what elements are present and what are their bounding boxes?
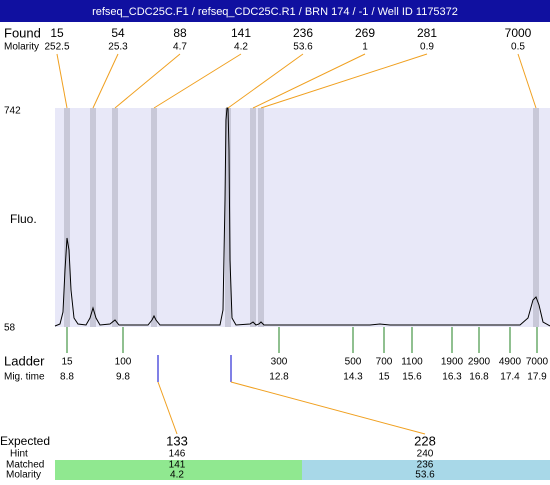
- peak-band: [225, 108, 231, 327]
- matched-value: 141: [169, 460, 186, 471]
- found-value: 54: [111, 26, 125, 40]
- mig-time: 15: [378, 372, 390, 383]
- found-connector: [153, 53, 242, 109]
- header-title: refseq_CDC25C.F1 / refseq_CDC25C.R1 / BR…: [92, 6, 458, 18]
- found-connector: [227, 53, 304, 109]
- y-label: Fluo.: [10, 212, 37, 226]
- ladder-size: 4900: [499, 357, 522, 368]
- found-connector: [114, 53, 181, 109]
- ladder-size: 2900: [468, 357, 491, 368]
- found-value: 269: [355, 26, 375, 40]
- ladder-label: Ladder: [4, 353, 45, 368]
- mig-time: 12.8: [269, 372, 289, 383]
- peak-band: [90, 108, 96, 327]
- peak-band: [258, 108, 264, 327]
- peak-band: [250, 108, 256, 327]
- found-value: 281: [417, 26, 437, 40]
- mig-time: 9.8: [116, 372, 130, 383]
- found-value: 88: [173, 26, 187, 40]
- expected-connector: [157, 381, 178, 435]
- molarity-value: 1: [362, 42, 368, 53]
- mig-time: 17.9: [527, 372, 547, 383]
- ladder-size: 1900: [441, 357, 464, 368]
- exp-molarity-value: 4.2: [170, 470, 184, 480]
- peak-band: [533, 108, 539, 327]
- exp-molarity-value: 53.6: [415, 470, 435, 480]
- ladder-size: 1100: [401, 357, 423, 368]
- found-connector: [56, 53, 68, 109]
- found-value: 141: [231, 26, 251, 40]
- ladder-size: 700: [376, 357, 393, 368]
- plot-area: [55, 108, 550, 327]
- mig-time: 16.8: [469, 372, 489, 383]
- hint-value: 146: [169, 449, 186, 460]
- mig-time: 17.4: [500, 372, 520, 383]
- molarity-value: 25.3: [108, 42, 128, 53]
- found-value: 15: [50, 26, 64, 40]
- mig-time: 15.6: [402, 372, 422, 383]
- found-connector: [92, 53, 119, 109]
- exp-molarity-label: Molarity: [6, 470, 41, 480]
- ladder-size: 500: [345, 357, 362, 368]
- molarity-value: 0.5: [511, 42, 525, 53]
- expected-connector: [230, 381, 426, 435]
- mig-time: 8.8: [60, 372, 74, 383]
- molarity-value: 4.7: [173, 42, 187, 53]
- matched-bar: [55, 460, 302, 480]
- mig-time: 16.3: [442, 372, 462, 383]
- expected-value: 133: [166, 433, 188, 448]
- ladder-size: 7000: [526, 357, 549, 368]
- hint-label: Hint: [10, 449, 28, 460]
- molarity-value: 0.9: [420, 42, 434, 53]
- hint-value: 240: [417, 449, 434, 460]
- found-connector: [517, 53, 537, 109]
- y-min: 58: [4, 323, 16, 334]
- found-value: 236: [293, 26, 313, 40]
- peak-band: [151, 108, 157, 327]
- ladder-size: 100: [115, 357, 132, 368]
- molarity-label: Molarity: [4, 42, 39, 53]
- expected-value: 228: [414, 433, 436, 448]
- found-connector: [252, 53, 366, 109]
- matched-bar: [302, 460, 550, 480]
- found-value: 7000: [505, 26, 532, 40]
- matched-value: 236: [417, 460, 434, 471]
- ladder-size: 15: [61, 357, 73, 368]
- ladder-size: 300: [271, 357, 288, 368]
- mig-time: 14.3: [343, 372, 363, 383]
- peak-band: [64, 108, 70, 327]
- y-max: 742: [4, 106, 21, 117]
- mig-label: Mig. time: [4, 372, 45, 383]
- found-connector: [260, 53, 428, 109]
- molarity-value: 4.2: [234, 42, 248, 53]
- molarity-value: 252.5: [44, 42, 69, 53]
- molarity-value: 53.6: [293, 42, 313, 53]
- matched-label: Matched: [6, 460, 44, 471]
- peak-band: [112, 108, 118, 327]
- expected-label: Expected: [0, 434, 50, 448]
- header-bar: [0, 0, 550, 22]
- found-label: Found: [4, 25, 41, 40]
- peak-bands: [64, 108, 539, 327]
- trace: [54, 107, 550, 327]
